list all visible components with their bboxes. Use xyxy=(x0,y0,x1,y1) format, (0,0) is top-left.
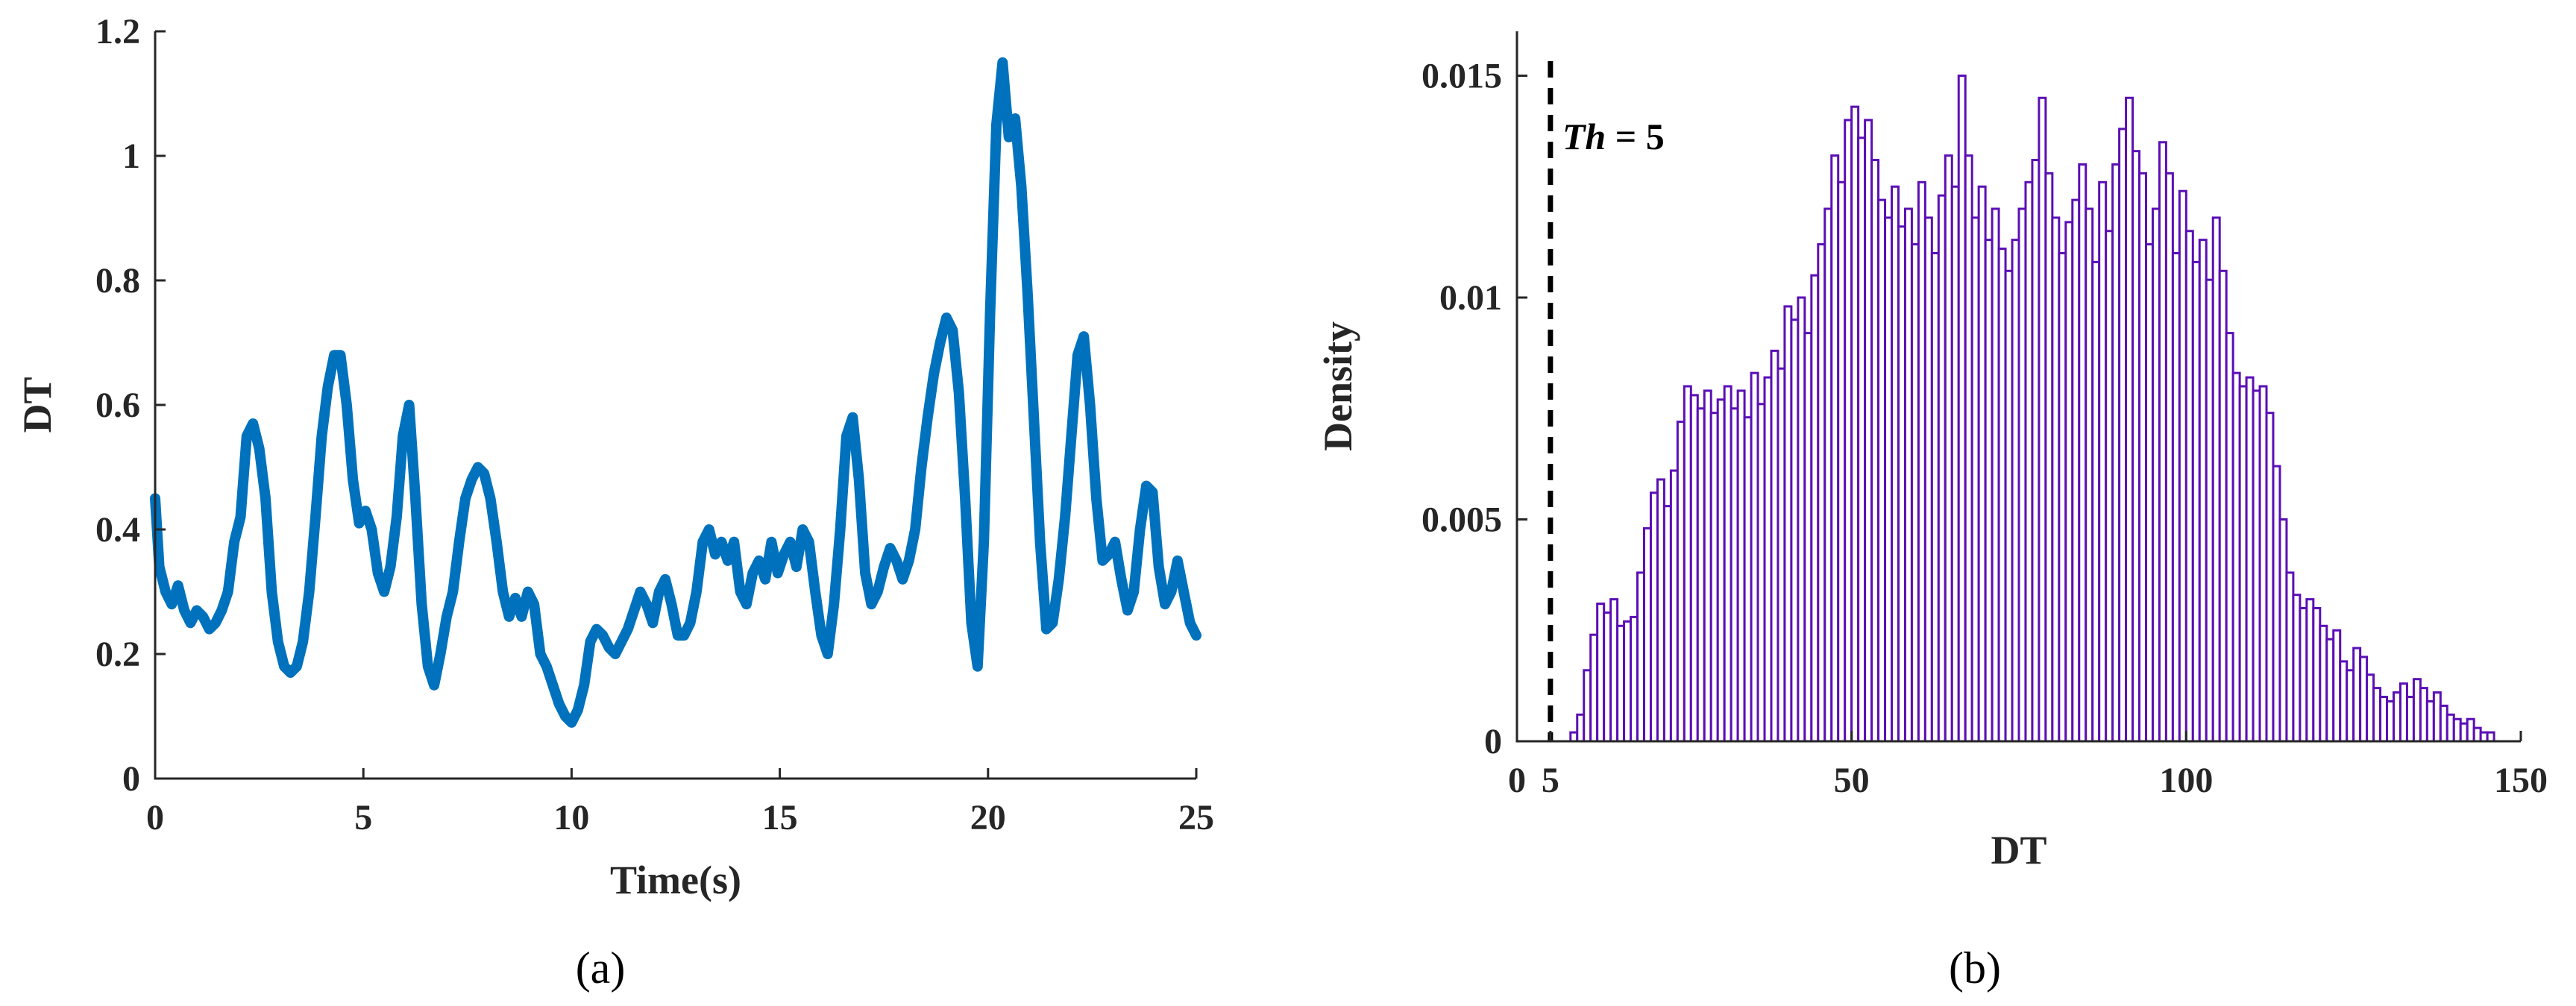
panel-a-y-tick-label: 0.4 xyxy=(95,510,140,550)
panel-b-y-tick-label: 0 xyxy=(1484,722,1502,761)
threshold-annotation-prefix: Th xyxy=(1562,116,1606,157)
panel-a-x-tick-label: 10 xyxy=(553,798,589,837)
panel-a-x-tick-label: 25 xyxy=(1178,798,1214,837)
panel-a-y-tick-label: 1 xyxy=(122,136,140,176)
panel-a-x-tick-label: 15 xyxy=(762,798,798,837)
panel-b-y-tick-label: 0.015 xyxy=(1421,57,1502,96)
panel-a-y-tick-label: 1.2 xyxy=(95,12,140,51)
panel-a-line-chart: 0 5 10 15 20 25 0 0.2 0.4 0.6 0.8 1 1.2 Time(s) DT (… xyxy=(15,12,1214,993)
panel-a-x-tick-label: 5 xyxy=(354,798,372,837)
panel-b-y-axis-label: Density xyxy=(1316,321,1360,451)
histogram-bar xyxy=(2486,731,2495,743)
panel-a-y-tick-label: 0.6 xyxy=(95,386,140,425)
panel-a-series-line xyxy=(150,57,1201,728)
panel-a-label: (a) xyxy=(576,943,626,993)
panel-a-x-axis-label: Time(s) xyxy=(610,858,741,902)
panel-b-x-tick-label: 100 xyxy=(2159,761,2213,800)
panel-b-x-tick-label: 5 xyxy=(1542,761,1559,800)
panel-b-y-tick-label: 0.005 xyxy=(1421,500,1502,540)
panel-b-x-tick-label: 50 xyxy=(1834,761,1870,800)
panel-b-x-tick-label: 0 xyxy=(1508,761,1526,800)
threshold-annotation-suffix: = 5 xyxy=(1606,116,1665,157)
panel-a-x-tick-label: 20 xyxy=(970,798,1006,837)
panel-a-y-tick-label: 0 xyxy=(122,759,140,799)
panel-a-y-axis-label: DT xyxy=(15,377,60,433)
panel-a-axes xyxy=(154,31,1196,780)
panel-a-y-tick-label: 0.8 xyxy=(95,261,140,301)
panel-b-y-tick-label: 0.01 xyxy=(1439,278,1502,318)
panel-a-y-tick-label: 0.2 xyxy=(95,635,140,674)
panel-b-bars xyxy=(1569,75,2495,743)
panel-b-label: (b) xyxy=(1949,943,2001,993)
threshold-annotation: Th = 5 xyxy=(1562,116,1665,157)
panel-b-x-axis-label: DT xyxy=(1991,828,2046,873)
panel-a-x-tick-label: 0 xyxy=(146,798,164,837)
panel-a-series xyxy=(150,57,1201,728)
panel-b-x-tick-label: 150 xyxy=(2494,761,2548,800)
panel-a-ticks: 0 5 10 15 20 25 0 0.2 0.4 0.6 0.8 1 1.2 xyxy=(95,12,1214,837)
